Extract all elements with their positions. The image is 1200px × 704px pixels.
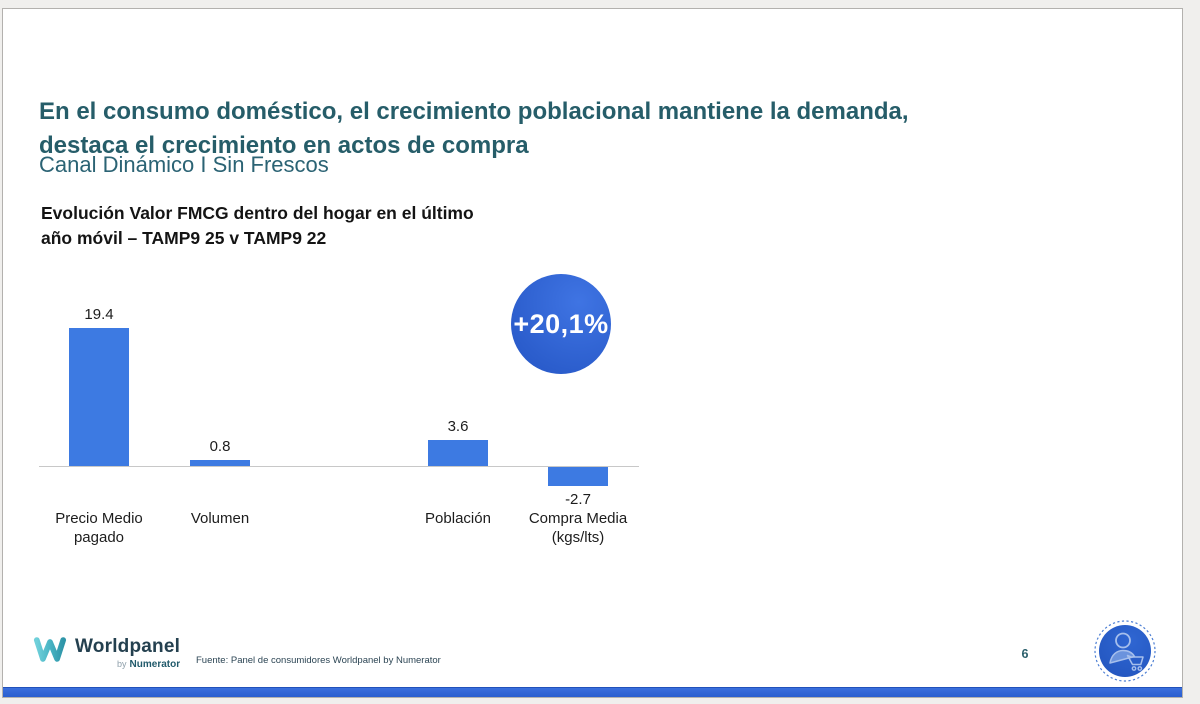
slide-canvas: En el consumo doméstico, el crecimiento … <box>2 8 1183 698</box>
person-cart-icon <box>1094 620 1156 682</box>
total-growth-value: +20,1% <box>513 308 609 339</box>
chart-bar <box>428 440 488 466</box>
bar-category-label: Población <box>425 510 491 527</box>
chart-bar <box>548 467 608 487</box>
logo-byline: by Numerator <box>117 659 180 670</box>
page-title: En el consumo doméstico, el crecimiento … <box>39 98 909 160</box>
chart-bar <box>190 460 250 466</box>
shopper-badge-button[interactable] <box>1093 619 1157 683</box>
bar-chart: 19.4 Precio Medio pagado 0.8 Volumen 3.6 Pobl… <box>39 291 699 571</box>
bar-category-label: Precio Medio pagado <box>55 510 143 546</box>
slide-subtitle: Canal Dinámico I Sin Frescos <box>39 152 329 177</box>
bar-category-label: Compra Media (kgs/lts) <box>528 510 628 546</box>
bar-category-label: Volumen <box>190 510 250 527</box>
chart-title: Evolución Valor FMCG dentro del hogar en… <box>41 203 474 248</box>
logo-subbrand-text: Numerator <box>129 659 181 670</box>
chart-baseline <box>39 466 639 467</box>
bar-value-label: 19.4 <box>84 306 114 324</box>
worldpanel-w-icon <box>33 636 67 668</box>
logo-by-text: by <box>117 659 127 669</box>
bottom-accent-bar <box>3 687 1182 697</box>
chart-bar <box>69 328 129 466</box>
page-number: 6 <box>1021 647 1029 661</box>
bar-value-label: 3.6 <box>447 418 469 436</box>
bar-value-label: 0.8 <box>209 438 231 456</box>
source-note: Fuente: Panel de consumidores Worldpanel… <box>196 655 441 666</box>
bar-value-label: -2.7 <box>565 491 591 509</box>
logo-brand-text: Worldpanel <box>75 636 181 657</box>
worldpanel-logo: Worldpanel by Numerator <box>33 636 180 670</box>
total-growth-badge: +20,1% <box>511 274 611 374</box>
